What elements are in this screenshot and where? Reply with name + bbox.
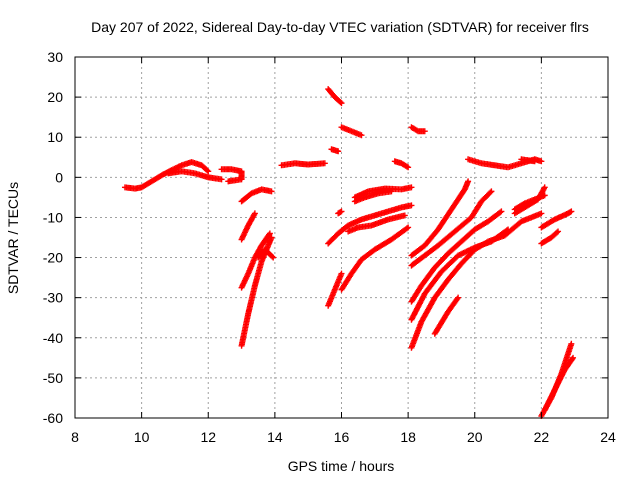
data-point	[405, 164, 412, 171]
y-tick-label: 30	[47, 49, 63, 65]
y-tick-label: -10	[43, 209, 63, 225]
data-point	[421, 128, 428, 135]
data-point	[205, 168, 212, 175]
data-point	[338, 208, 345, 215]
data-point	[251, 210, 258, 217]
grid-lines	[75, 57, 608, 418]
data-point	[269, 253, 276, 260]
x-tick-label: 18	[400, 429, 416, 445]
data-point	[553, 229, 560, 236]
data-point	[541, 184, 548, 191]
y-tick-label: -40	[43, 330, 63, 346]
data-point	[538, 158, 545, 165]
data-point	[266, 230, 273, 237]
data-points	[121, 86, 577, 419]
data-point	[405, 224, 412, 231]
data-point	[337, 99, 344, 106]
y-tick-labels: -60 -50 -40 -30 -20 -10 0 10 20 30	[43, 49, 63, 426]
data-point	[338, 100, 345, 107]
y-axis-label: SDTVAR / TECUs	[5, 182, 21, 294]
data-point	[570, 354, 577, 361]
data-point	[218, 176, 225, 183]
data-point	[497, 209, 504, 216]
data-point	[388, 188, 395, 195]
chart-title: Day 207 of 2022, Sidereal Day-to-day VTE…	[91, 19, 589, 35]
data-point	[538, 210, 545, 217]
data-point	[204, 167, 211, 174]
x-tick-labels: 8 10 12 14 16 18 20 22 24	[71, 429, 616, 445]
data-point	[555, 228, 562, 235]
x-tick-label: 24	[600, 429, 616, 445]
data-point	[408, 184, 415, 191]
y-tick-label: 20	[47, 89, 63, 105]
x-axis-label: GPS time / hours	[288, 458, 395, 474]
x-tick-label: 14	[267, 429, 283, 445]
x-tick-label: 20	[467, 429, 483, 445]
y-tick-label: -60	[43, 410, 63, 426]
data-point	[488, 188, 495, 195]
data-point	[408, 202, 415, 209]
data-point	[454, 295, 461, 302]
data-point	[335, 148, 342, 155]
data-point	[568, 340, 575, 347]
y-tick-label: -30	[43, 290, 63, 306]
data-point	[465, 178, 472, 185]
data-point	[401, 212, 408, 219]
data-point	[541, 192, 548, 199]
data-point	[270, 254, 277, 261]
data-point	[268, 188, 275, 195]
data-point	[321, 160, 328, 167]
data-point	[338, 270, 345, 277]
x-tick-label: 22	[534, 429, 550, 445]
y-tick-label: -20	[43, 250, 63, 266]
data-point	[498, 208, 505, 215]
y-tick-label: 0	[55, 169, 63, 185]
data-point	[568, 208, 575, 215]
y-tick-label: -50	[43, 370, 63, 386]
data-point	[455, 294, 462, 301]
x-tick-label: 16	[334, 429, 350, 445]
data-point	[358, 132, 365, 139]
x-tick-label: 12	[200, 429, 216, 445]
data-point	[268, 234, 275, 241]
axis-ticks	[74, 56, 609, 419]
x-tick-label: 10	[134, 429, 150, 445]
x-tick-label: 8	[71, 429, 79, 445]
data-point	[531, 158, 538, 165]
y-tick-label: 10	[47, 129, 63, 145]
data-point	[487, 189, 494, 196]
data-point	[403, 225, 410, 232]
data-point	[225, 178, 232, 185]
data-point	[569, 356, 576, 363]
